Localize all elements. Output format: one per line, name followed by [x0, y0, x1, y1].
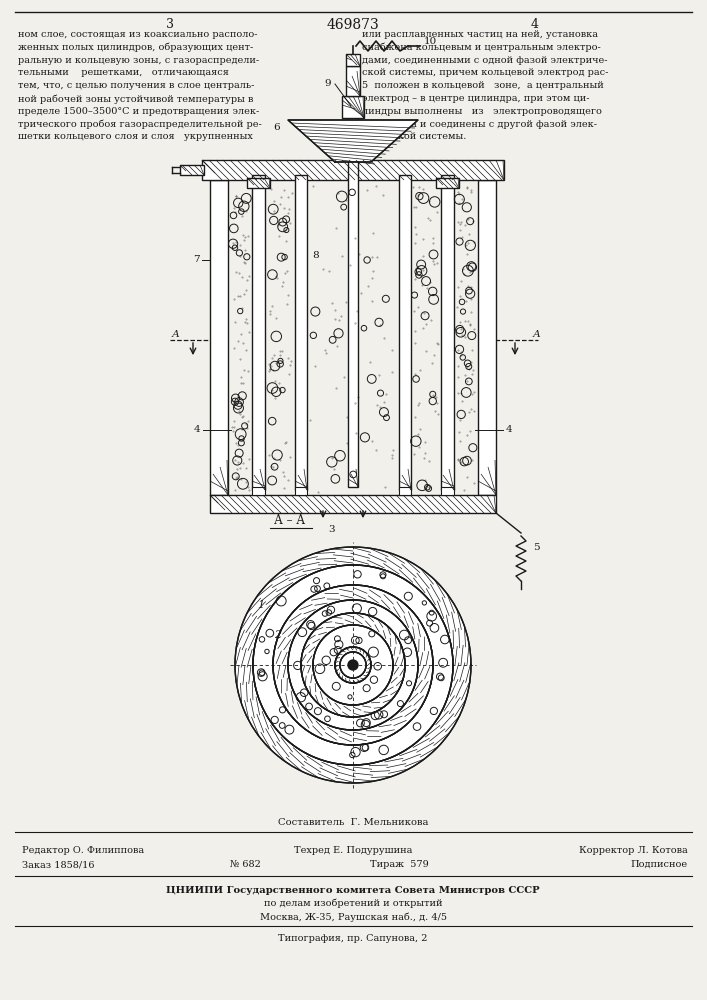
Circle shape — [340, 652, 366, 678]
Text: пределе 1500–3500°С и предотвращения элек-: пределе 1500–3500°С и предотвращения эле… — [18, 107, 259, 116]
Text: Подписное: Подписное — [631, 860, 688, 869]
Text: 5: 5 — [533, 544, 539, 552]
Text: 8: 8 — [312, 250, 319, 259]
Text: снабжена кольцевым и центральным электро-: снабжена кольцевым и центральным электро… — [362, 43, 601, 52]
Text: Тираж  579: Тираж 579 — [370, 860, 428, 869]
Wedge shape — [301, 613, 405, 717]
Bar — [210, 180, 228, 495]
Text: трического пробоя газораспределительной ре-: трического пробоя газораспределительной … — [18, 120, 262, 129]
Text: 5  положен в кольцевой   зоне,  а центральный: 5 положен в кольцевой зоне, а центральны… — [362, 81, 604, 90]
Text: 6: 6 — [274, 123, 280, 132]
Bar — [346, 54, 360, 66]
Text: 4: 4 — [506, 426, 513, 434]
Wedge shape — [313, 625, 393, 705]
Text: 4: 4 — [531, 18, 539, 31]
Bar — [348, 95, 358, 487]
Bar — [436, 178, 459, 188]
Polygon shape — [288, 120, 418, 162]
Text: А: А — [533, 330, 541, 339]
Wedge shape — [273, 585, 433, 745]
Bar — [247, 178, 270, 188]
Text: электрод – в центре цилиндра, при этом ци-: электрод – в центре цилиндра, при этом ц… — [362, 94, 590, 103]
Bar — [180, 165, 204, 175]
Text: Заказ 1858/16: Заказ 1858/16 — [22, 860, 95, 869]
Wedge shape — [335, 647, 371, 683]
Bar — [441, 487, 454, 495]
Text: трической системы.: трической системы. — [362, 132, 467, 141]
Text: тем, что, с целью получения в слое централь-: тем, что, с целью получения в слое центр… — [18, 81, 255, 90]
Bar — [346, 66, 360, 96]
Bar — [252, 487, 265, 495]
Text: Типография, пр. Сапунова, 2: Типография, пр. Сапунова, 2 — [279, 934, 428, 943]
Bar — [478, 180, 496, 495]
Bar — [441, 175, 454, 490]
Bar — [202, 160, 504, 180]
Text: А: А — [172, 330, 180, 339]
Text: 9: 9 — [325, 80, 331, 89]
Text: А – А: А – А — [274, 514, 305, 526]
Bar — [210, 495, 496, 513]
Text: Корректор Л. Котова: Корректор Л. Котова — [579, 846, 688, 855]
Bar — [342, 96, 364, 118]
Bar — [252, 175, 265, 490]
Bar — [295, 175, 307, 490]
Text: ральную и кольцевую зоны, с газораспредели-: ральную и кольцевую зоны, с газораспреде… — [18, 56, 259, 65]
Text: дами, соединенными с одной фазой электриче-: дами, соединенными с одной фазой электри… — [362, 56, 607, 65]
Bar — [295, 487, 307, 495]
Wedge shape — [235, 547, 471, 783]
Wedge shape — [288, 600, 418, 730]
Text: 4: 4 — [194, 426, 200, 434]
Circle shape — [348, 660, 358, 670]
Text: по делам изобретений и открытий: по делам изобретений и открытий — [264, 899, 443, 908]
Text: Редактор О. Филиппова: Редактор О. Филиппова — [22, 846, 144, 855]
Text: Техред Е. Подурушина: Техред Е. Подурушина — [294, 846, 412, 855]
Text: ской системы, причем кольцевой электрод рас-: ской системы, причем кольцевой электрод … — [362, 68, 609, 77]
Text: ной рабочей зоны устойчивой температуры в: ной рабочей зоны устойчивой температуры … — [18, 94, 253, 104]
Text: Составитель  Г. Мельникова: Составитель Г. Мельникова — [278, 818, 428, 827]
Text: шетки кольцевого слоя и слоя   укрупненных: шетки кольцевого слоя и слоя укрупненных — [18, 132, 253, 141]
Text: материала и соединены с другой фазой элек-: материала и соединены с другой фазой эле… — [362, 120, 597, 129]
Text: 10: 10 — [424, 36, 437, 45]
Text: ЦНИИПИ Государственного комитета Совета Министров СССР: ЦНИИПИ Государственного комитета Совета … — [166, 886, 540, 895]
Text: линдры выполнены   из   электропроводящего: линдры выполнены из электропроводящего — [362, 107, 602, 116]
Text: 469873: 469873 — [327, 18, 380, 32]
Text: 2: 2 — [274, 630, 281, 640]
Bar — [399, 487, 411, 495]
Text: Москва, Ж-35, Раушская наб., д. 4/5: Москва, Ж-35, Раушская наб., д. 4/5 — [259, 912, 447, 922]
Text: 1: 1 — [257, 600, 264, 610]
Text: или расплавленных частиц на ней, установка: или расплавленных частиц на ней, установ… — [362, 30, 598, 39]
Text: 7: 7 — [194, 255, 200, 264]
Bar — [399, 175, 411, 490]
Text: ном слое, состоящая из коаксиально располо-: ном слое, состоящая из коаксиально распо… — [18, 30, 257, 39]
Wedge shape — [253, 565, 453, 765]
Text: 3: 3 — [328, 525, 334, 534]
Text: № 682: № 682 — [230, 860, 261, 869]
Text: женных полых цилиндров, образующих цент-: женных полых цилиндров, образующих цент- — [18, 43, 253, 52]
Text: 3: 3 — [166, 18, 174, 31]
Text: тельными    решетками,   отличающаяся: тельными решетками, отличающаяся — [18, 68, 229, 77]
